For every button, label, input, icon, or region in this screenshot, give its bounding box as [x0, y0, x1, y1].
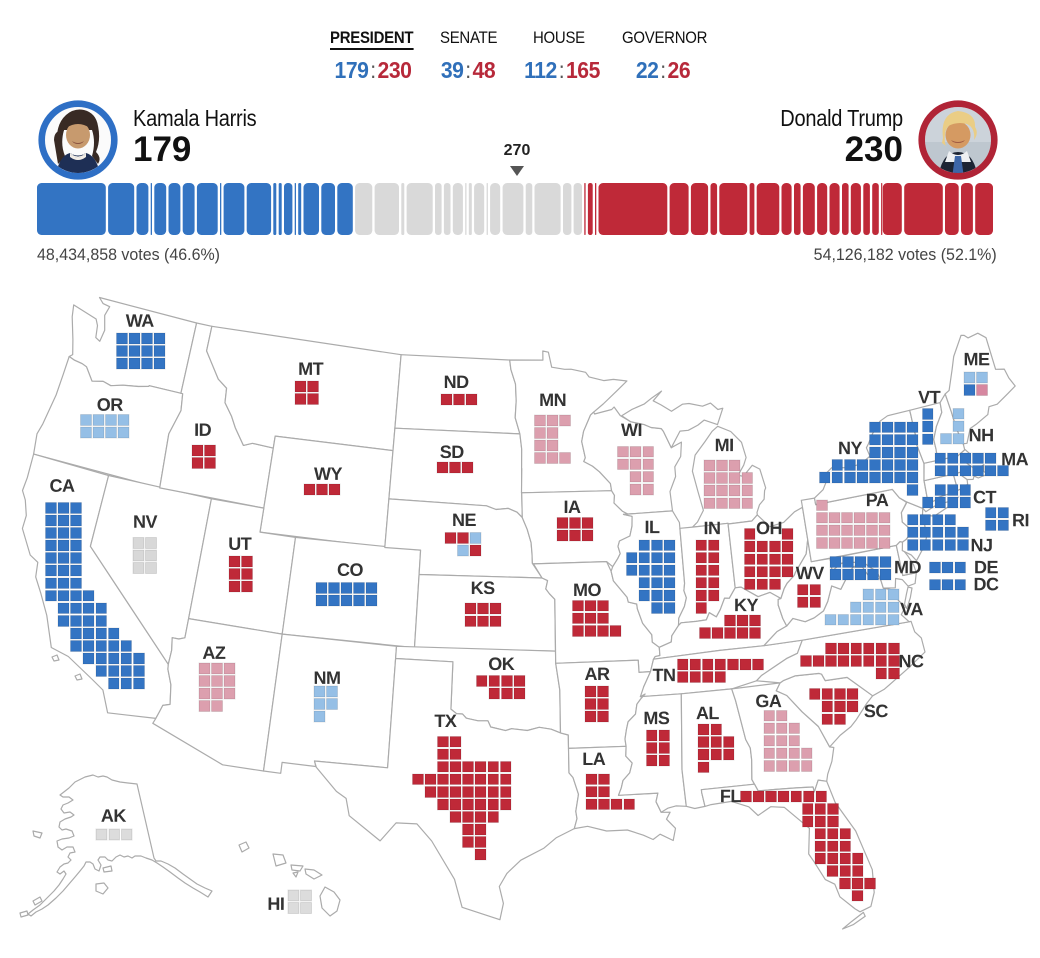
svg-text:VT: VT — [918, 387, 941, 407]
svg-text:DC: DC — [974, 574, 1000, 594]
svg-text:UT: UT — [228, 534, 252, 554]
svg-text:IL: IL — [645, 517, 661, 537]
svg-text:CO: CO — [337, 560, 364, 580]
svg-text:MI: MI — [715, 435, 734, 455]
svg-text:HI: HI — [267, 894, 284, 914]
svg-text:OK: OK — [488, 654, 515, 674]
svg-text:MD: MD — [894, 557, 922, 577]
svg-text:NE: NE — [452, 510, 477, 530]
svg-text:NM: NM — [313, 668, 340, 688]
svg-text:AZ: AZ — [202, 643, 226, 663]
svg-text:OH: OH — [756, 518, 782, 538]
svg-text:DE: DE — [974, 557, 999, 577]
svg-text:MA: MA — [1001, 449, 1029, 469]
svg-text:TN: TN — [652, 665, 675, 685]
svg-text:MO: MO — [573, 580, 602, 600]
svg-text:ME: ME — [964, 349, 991, 369]
svg-text:SC: SC — [864, 701, 889, 721]
svg-text:MN: MN — [539, 390, 566, 410]
svg-text:AL: AL — [696, 703, 720, 723]
svg-text:MT: MT — [298, 359, 324, 379]
svg-text:NH: NH — [969, 425, 994, 445]
svg-text:MS: MS — [643, 708, 670, 728]
svg-text:WI: WI — [621, 420, 642, 440]
svg-text:WY: WY — [314, 464, 342, 484]
svg-text:SD: SD — [440, 442, 465, 462]
svg-text:NJ: NJ — [971, 535, 993, 555]
svg-text:LA: LA — [582, 749, 606, 769]
svg-text:ID: ID — [194, 420, 212, 440]
svg-text:KY: KY — [734, 595, 759, 615]
svg-text:OR: OR — [97, 395, 124, 415]
svg-text:ND: ND — [444, 372, 470, 392]
svg-text:VA: VA — [900, 599, 923, 619]
svg-text:IN: IN — [704, 518, 721, 538]
svg-text:KS: KS — [471, 578, 496, 598]
svg-text:NV: NV — [133, 512, 158, 532]
svg-text:WA: WA — [126, 311, 155, 331]
svg-text:TX: TX — [434, 711, 457, 731]
svg-text:FL: FL — [720, 786, 742, 806]
svg-text:AR: AR — [584, 664, 610, 684]
svg-text:CA: CA — [50, 476, 76, 496]
svg-text:CT: CT — [973, 487, 997, 507]
svg-text:GA: GA — [755, 691, 782, 711]
svg-text:IA: IA — [564, 497, 582, 517]
svg-text:AK: AK — [101, 806, 127, 826]
svg-text:PA: PA — [866, 490, 889, 510]
svg-text:RI: RI — [1012, 510, 1029, 530]
svg-text:NC: NC — [898, 651, 924, 671]
svg-text:WV: WV — [796, 563, 824, 583]
svg-text:NY: NY — [838, 438, 863, 458]
